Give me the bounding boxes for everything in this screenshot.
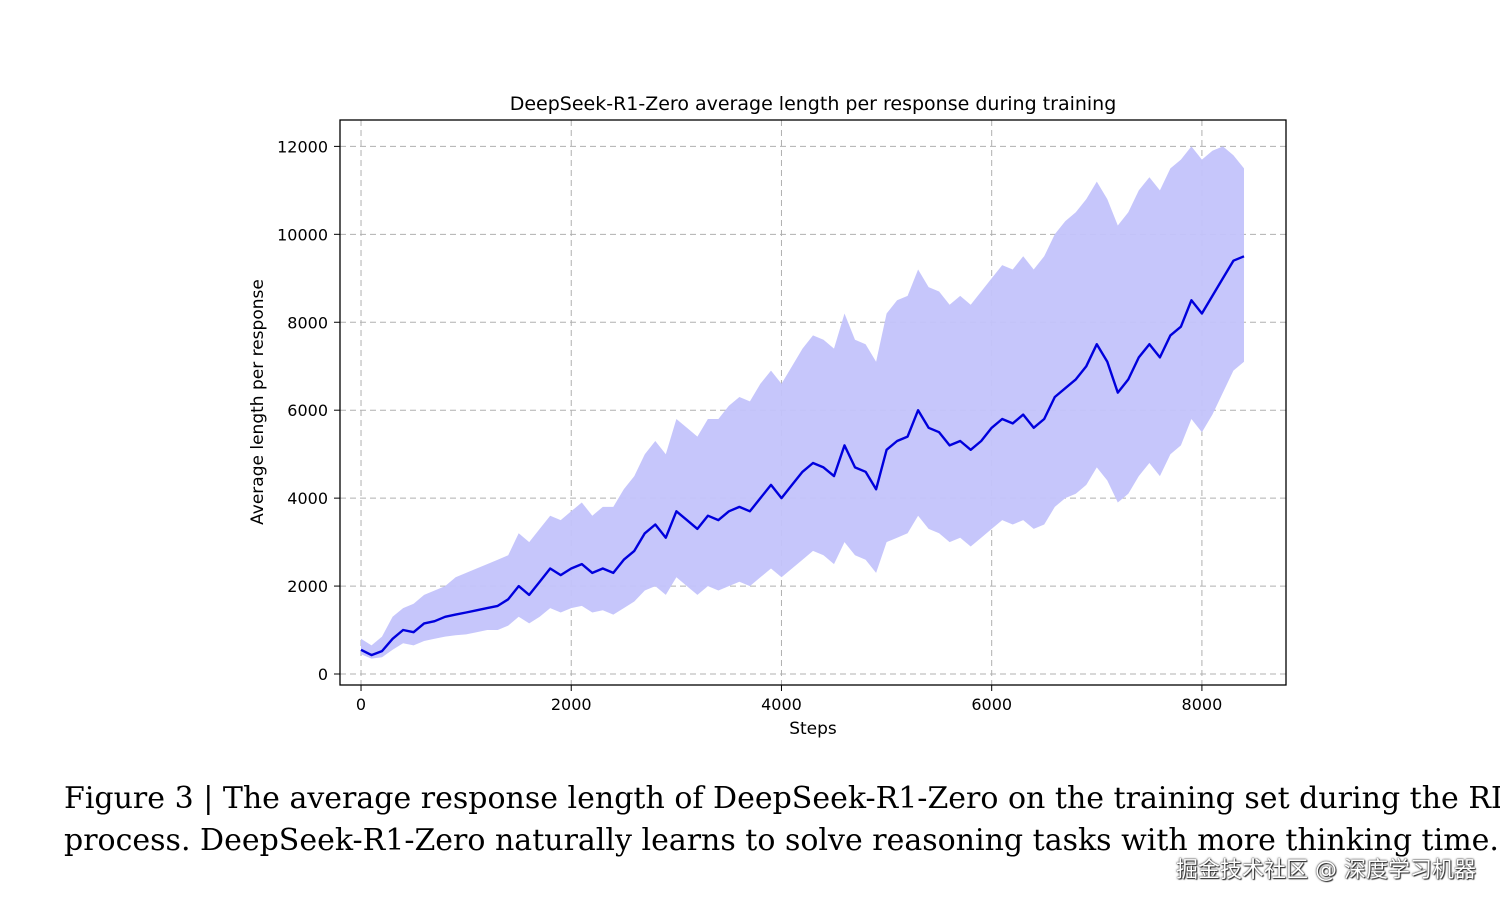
series-line <box>360 255 1245 657</box>
watermark: 掘金技术社区 @ 深度学习机器 <box>1176 858 1476 883</box>
series-band <box>361 146 1244 659</box>
y-tick-label: 4000 <box>287 489 328 508</box>
tick-layer: 0 2000 4000 6000 8000 0 2000 4000 6000 8000 10000 1… <box>277 137 1222 714</box>
caption-line-1: Figure 3 | The average response length o… <box>64 781 1500 816</box>
plot-frame <box>339 119 1287 686</box>
y-tick-label: 10000 <box>277 225 328 244</box>
x-tick-label: 4000 <box>761 695 802 714</box>
caption-line-2: process. DeepSeek-R1-Zero naturally lear… <box>64 823 1499 858</box>
x-axis-label: Steps <box>789 719 837 739</box>
band-layer <box>361 146 1244 659</box>
y-tick-label: 12000 <box>277 137 328 156</box>
chart-title: DeepSeek-R1-Zero average length per resp… <box>510 93 1117 115</box>
line-layer <box>360 255 1245 657</box>
x-tick-label: 2000 <box>551 695 592 714</box>
y-tick-label: 2000 <box>287 577 328 596</box>
y-axis-label: Average length per response <box>248 279 268 525</box>
y-tick-label: 6000 <box>287 401 328 420</box>
x-tick-label: 6000 <box>971 695 1012 714</box>
y-tick-label: 8000 <box>287 313 328 332</box>
y-tick-label: 0 <box>318 665 328 684</box>
x-tick-label: 0 <box>356 695 366 714</box>
x-tick-label: 8000 <box>1182 695 1223 714</box>
figure-caption: Figure 3 | The average response length o… <box>64 778 1500 862</box>
chart: DeepSeek-R1-Zero average length per resp… <box>248 93 1287 739</box>
